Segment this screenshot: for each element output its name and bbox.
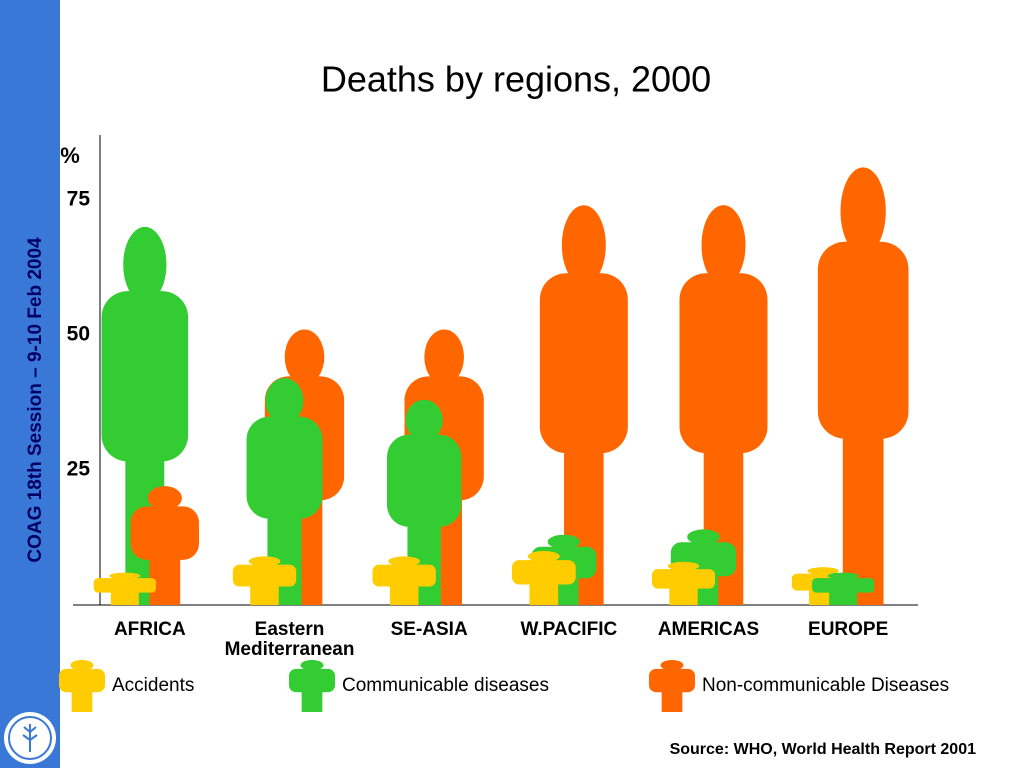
y-tick-label: 75 [67, 187, 91, 210]
y-axis-label: % [60, 143, 80, 168]
y-tick-label: 25 [67, 457, 91, 480]
figure [511, 550, 576, 605]
figure [246, 378, 323, 605]
figure [817, 167, 909, 606]
legend-label: Non-communicable Diseases [702, 675, 949, 696]
source: Source: WHO, World Health Report 2001 [670, 741, 977, 758]
x-tick-label: Eastern Mediterranean [224, 619, 355, 660]
x-tick-label: W.PACIFIC [520, 619, 618, 640]
figure [539, 205, 628, 605]
figure [651, 561, 716, 605]
legend-icon [59, 660, 105, 712]
legend-label: Accidents [112, 675, 194, 696]
x-tick-label: AMERICAS [657, 619, 760, 640]
legend-label: Communicable diseases [342, 675, 549, 696]
figure [679, 205, 768, 605]
y-tick-label: 50 [67, 322, 90, 345]
logo [4, 712, 56, 764]
figure [386, 399, 462, 605]
figure [93, 572, 156, 605]
legend-icon [649, 660, 695, 712]
figure [812, 572, 875, 605]
x-tick-label: EUROPE [808, 619, 889, 640]
figure [101, 226, 189, 605]
figure [372, 556, 436, 605]
x-tick-label: AFRICA [113, 619, 186, 640]
sidebar [0, 0, 60, 768]
figure [670, 529, 737, 605]
sidebar-text: COAG 18th Session – 9-10 Feb 2004 [25, 237, 46, 563]
legend-icon [289, 660, 335, 712]
figure [232, 556, 297, 605]
figure [130, 486, 199, 605]
chart-title: Deaths by regions, 2000 [321, 59, 711, 100]
x-tick-label: SE-ASIA [390, 619, 468, 640]
